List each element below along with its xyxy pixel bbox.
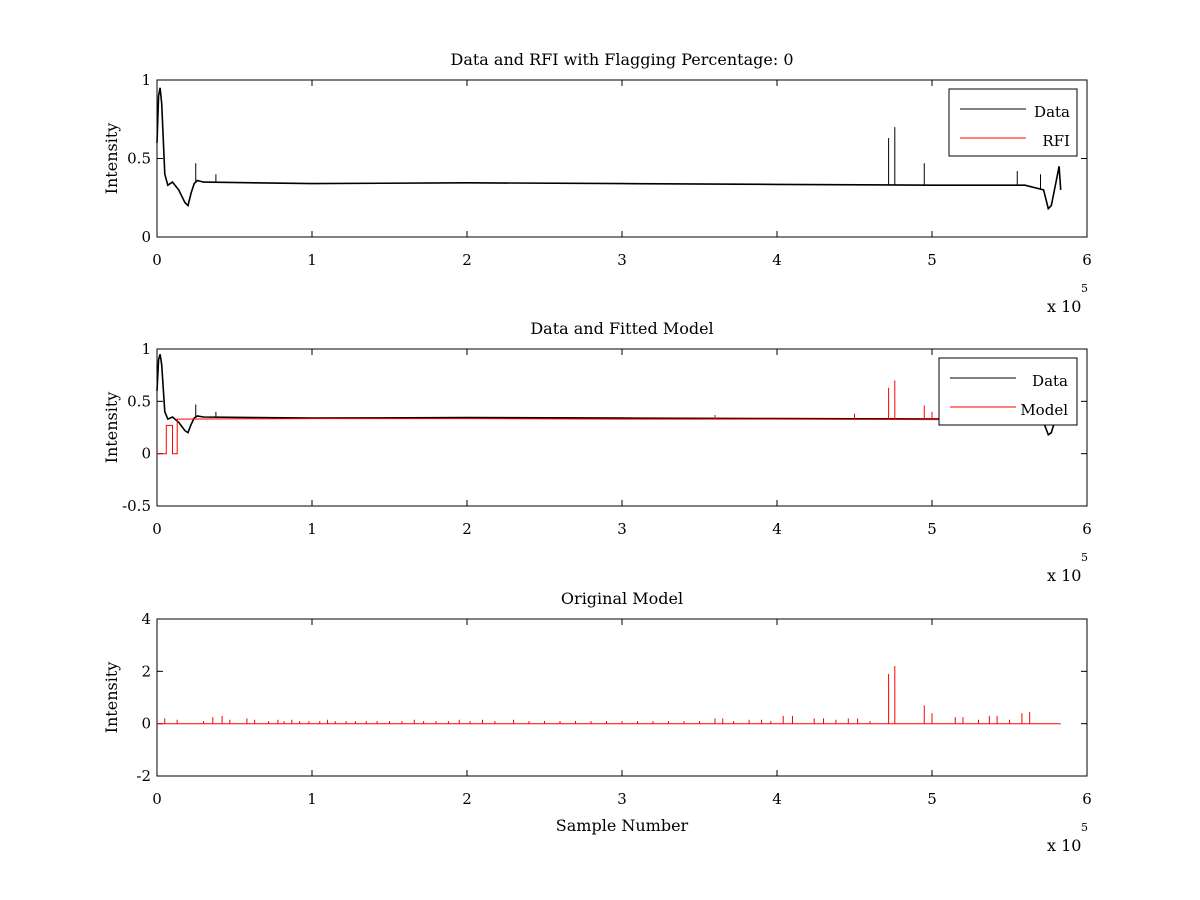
legend-label: Data	[1032, 372, 1068, 390]
y-tick-label: 2	[141, 662, 151, 680]
legend: Data RFI	[948, 88, 1078, 157]
x-tick-label: 2	[462, 790, 472, 808]
x-tick-label: 2	[462, 520, 472, 538]
legend-box	[948, 88, 1078, 157]
series-line-data	[156, 353, 1062, 437]
y-tick-label: 1	[141, 71, 151, 89]
y-axis-label: Intensity	[102, 662, 121, 734]
x-tick-label: 2	[462, 251, 472, 269]
x-tick-label: 0	[152, 790, 162, 808]
x-tick-label: 5	[927, 520, 937, 538]
subplot-1: Data and RFI with Flagging Percentage: 0…	[102, 50, 1092, 316]
chart-title: Data and RFI with Flagging Percentage: 0	[450, 50, 793, 69]
legend-box	[938, 357, 1078, 426]
axes-frame	[156, 618, 1088, 777]
x-multiplier-exponent: 5	[1081, 282, 1088, 295]
y-tick-label: 0	[141, 715, 151, 733]
x-multiplier: x 10	[1047, 566, 1081, 585]
x-tick-label: 3	[617, 251, 627, 269]
x-tick-label: 3	[617, 520, 627, 538]
y-tick-label: -2	[136, 767, 151, 785]
y-axis-label: Intensity	[102, 392, 121, 464]
y-tick-label: 0.5	[127, 150, 151, 168]
x-tick-label: 1	[307, 251, 317, 269]
series-line-model	[157, 418, 1061, 455]
legend-label: Model	[1020, 401, 1068, 419]
y-tick-label: 4	[141, 610, 151, 628]
x-tick-label: 4	[772, 520, 782, 538]
chart-title: Original Model	[561, 589, 683, 608]
x-tick-label: 4	[772, 790, 782, 808]
series-line-data	[156, 87, 1062, 211]
x-tick-label: 6	[1082, 251, 1092, 269]
y-axis-label: Intensity	[102, 123, 121, 195]
x-axis-label: Sample Number	[556, 816, 689, 835]
x-multiplier: x 10	[1047, 836, 1081, 855]
y-tick-label: 1	[141, 340, 151, 358]
x-tick-label: 6	[1082, 520, 1092, 538]
x-tick-label: 5	[927, 251, 937, 269]
chart-title: Data and Fitted Model	[530, 319, 713, 338]
x-tick-label: 1	[307, 520, 317, 538]
x-tick-label: 3	[617, 790, 627, 808]
y-tick-label: 0	[141, 445, 151, 463]
axes-frame	[156, 348, 1088, 507]
axes-frame	[156, 79, 1088, 238]
x-tick-label: 4	[772, 251, 782, 269]
legend-label: Data	[1034, 103, 1070, 121]
y-tick-label: 0.5	[127, 392, 151, 410]
x-tick-label: 5	[927, 790, 937, 808]
x-multiplier-exponent: 5	[1081, 821, 1088, 834]
legend: Data Model	[938, 357, 1078, 426]
y-tick-label: -0.5	[122, 497, 151, 515]
x-tick-label: 6	[1082, 790, 1092, 808]
x-tick-label: 0	[152, 251, 162, 269]
x-tick-label: 0	[152, 520, 162, 538]
y-tick-label: 0	[141, 228, 151, 246]
x-multiplier-exponent: 5	[1081, 551, 1088, 564]
x-multiplier: x 10	[1047, 297, 1081, 316]
x-tick-label: 1	[307, 790, 317, 808]
legend-label: RFI	[1042, 132, 1070, 150]
